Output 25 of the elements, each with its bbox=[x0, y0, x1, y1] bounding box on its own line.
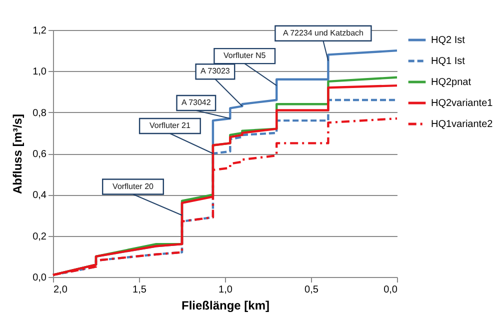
y-axis-title: Abfluss [m³/s] bbox=[10, 114, 25, 194]
legend-label: HQ2 Ist bbox=[431, 35, 466, 46]
y-tick-label: 0,2 bbox=[32, 231, 47, 242]
y-tick-label: 0,8 bbox=[32, 108, 47, 119]
x-tick-label: 2,0 bbox=[54, 284, 68, 296]
y-tick-label: 0,4 bbox=[32, 190, 47, 202]
x-tick-label: 1,0 bbox=[218, 284, 233, 296]
legend-label: HQ1 Ist bbox=[431, 56, 466, 67]
x-axis-title: Fließlänge [km] bbox=[181, 298, 270, 312]
annotation: A 73023 bbox=[200, 66, 230, 76]
legend-label: HQ1variante2 bbox=[431, 119, 494, 130]
x-tick-label: 1,5 bbox=[132, 284, 147, 296]
annotation: Vorfluter 21 bbox=[150, 121, 191, 130]
x-tick-label: 0,5 bbox=[304, 284, 319, 296]
x-tick-label: 0,0 bbox=[384, 284, 398, 296]
annotation: Vorfluter 20 bbox=[112, 182, 154, 191]
y-tick-label: 1,2 bbox=[32, 26, 47, 36]
y-tick-label: 0,6 bbox=[32, 149, 47, 160]
y-tick-label: 1,0 bbox=[32, 66, 47, 78]
y-tick-label: 0,0 bbox=[32, 272, 47, 284]
annotation: Vorfluter N5 bbox=[223, 51, 266, 60]
annotation: A 73042 bbox=[181, 98, 212, 108]
legend-label: HQ2variante1 bbox=[431, 98, 494, 109]
annotation: A 72234 und Katzbach bbox=[282, 28, 364, 38]
legend-label: HQ2pnat bbox=[431, 77, 472, 88]
